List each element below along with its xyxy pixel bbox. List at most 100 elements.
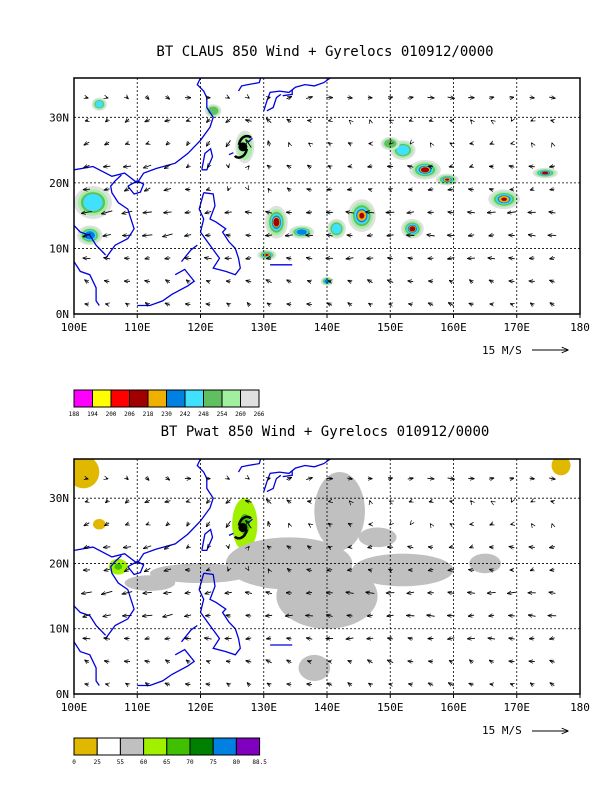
wind-vector: [408, 258, 413, 259]
coastline: [105, 174, 135, 259]
wind-vector: [326, 235, 333, 237]
wind-vector: [287, 546, 291, 548]
wind-vector: [408, 546, 414, 547]
wind-vector: [531, 120, 533, 121]
wind-vector: [368, 660, 373, 663]
wind-vector: [428, 569, 434, 570]
legend-label: 230: [161, 411, 172, 418]
wind-vector: [187, 165, 190, 167]
vector-scale-label: 15 M/S: [482, 344, 522, 357]
wind-vector: [165, 638, 171, 639]
wind-vector: [348, 189, 353, 190]
wind-vector: [287, 660, 292, 663]
wind-vector: [166, 523, 169, 526]
wind-vector: [103, 615, 111, 617]
x-tick-label: 110E: [124, 701, 151, 714]
wind-vector: [428, 189, 434, 190]
wind-vector: [487, 592, 496, 593]
wind-vector: [145, 500, 150, 502]
wind-vector: [509, 166, 515, 167]
wind-vector: [285, 615, 293, 616]
wind-vector: [489, 280, 494, 282]
legend-label: 188: [69, 411, 80, 418]
wind-vector: [227, 303, 230, 305]
wind-vector: [550, 660, 555, 662]
wind-vector: [449, 280, 452, 282]
wind-vector: [105, 523, 110, 526]
wind-vector: [228, 546, 229, 549]
wind-vector: [429, 501, 432, 502]
wind-vector: [104, 638, 111, 639]
wind-vector: [266, 118, 272, 124]
wind-vector: [489, 660, 494, 662]
pwat-contour-fill: [92, 519, 106, 530]
typhoon-center: [238, 142, 248, 152]
wind-vector: [408, 638, 413, 639]
wind-vector: [328, 143, 330, 145]
wind-vector: [287, 165, 291, 167]
legend-label: 194: [87, 411, 98, 418]
wind-vector: [327, 683, 333, 685]
wind-vector: [509, 281, 515, 282]
wind-vector: [246, 235, 252, 236]
wind-vector: [307, 592, 313, 593]
legend-label: 206: [124, 411, 135, 418]
vector-scale-label: 15 M/S: [482, 724, 522, 737]
wind-vector: [166, 477, 170, 480]
wind-vector: [448, 592, 455, 593]
wind-vector: [123, 547, 132, 548]
wind-vector: [368, 280, 373, 283]
wind-vector: [142, 235, 153, 236]
legend-swatch: [166, 389, 186, 408]
wind-vector: [307, 304, 312, 305]
wind-vector: [390, 501, 391, 502]
legend-label: 260: [235, 411, 246, 418]
typhoon-arm: [237, 515, 252, 526]
y-tick-label: 10N: [49, 242, 69, 255]
wind-vector: [145, 258, 150, 259]
wind-vector: [367, 235, 373, 236]
wind-vector: [448, 683, 454, 686]
panel-bottom: BT Pwat 850 Wind + Gyrelocs 010912/0000 …: [49, 424, 590, 766]
x-tick-label: 140E: [314, 701, 341, 714]
wind-vector: [328, 523, 330, 525]
x-tick-labels: 100E 110E 120E 130E 140E 150E 160E 170E 180: [61, 314, 590, 334]
wind-vector: [369, 303, 372, 305]
wind-vector: [248, 166, 249, 167]
wind-vector: [430, 524, 431, 525]
coastline: [137, 648, 196, 687]
wind-vector: [126, 303, 129, 305]
wind-vector: [85, 684, 89, 685]
wind-vector: [347, 478, 352, 479]
coastline: [180, 244, 198, 263]
wind-vector: [102, 590, 113, 594]
coastline: [74, 78, 214, 184]
wind-vector: [407, 478, 413, 479]
wind-vector: [83, 258, 91, 259]
wind-vector: [448, 258, 455, 259]
wind-vector: [125, 188, 130, 191]
wind-vector: [327, 303, 333, 305]
wind-vector: [449, 166, 452, 167]
wind-vector: [83, 638, 91, 639]
wind-vector: [145, 661, 151, 662]
wind-vector: [104, 569, 110, 570]
wind-vector: [328, 546, 331, 548]
wind-vector: [510, 684, 513, 685]
wind-vector: [550, 303, 555, 306]
wind-vector: [511, 120, 512, 121]
coastline: [237, 78, 262, 92]
wind-vector: [206, 684, 210, 685]
wind-vector: [227, 683, 230, 685]
wind-vector: [470, 166, 473, 167]
wind-vector: [550, 280, 555, 282]
wind-vector: [346, 638, 354, 639]
wind-vector: [469, 189, 474, 190]
wind-vector: [84, 142, 90, 145]
wind-vector: [487, 212, 496, 213]
wind-vector: [206, 304, 210, 305]
wind-vector: [165, 303, 171, 305]
wind-vector: [469, 683, 474, 685]
typhoon-center: [238, 523, 248, 533]
